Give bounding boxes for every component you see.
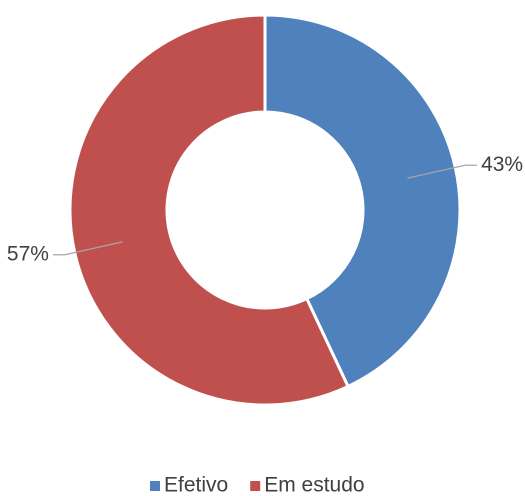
- legend-label: Em estudo: [264, 474, 364, 496]
- data-label: 43%: [481, 153, 523, 176]
- donut-slice: [263, 13, 462, 389]
- legend-swatch: [250, 481, 261, 491]
- data-label: 57%: [7, 242, 49, 265]
- leader-line: [407, 164, 478, 179]
- donut-slice: [68, 13, 351, 407]
- legend-swatch: [150, 481, 160, 491]
- legend-label: Efetivo: [164, 474, 228, 496]
- leader-line: [52, 241, 123, 256]
